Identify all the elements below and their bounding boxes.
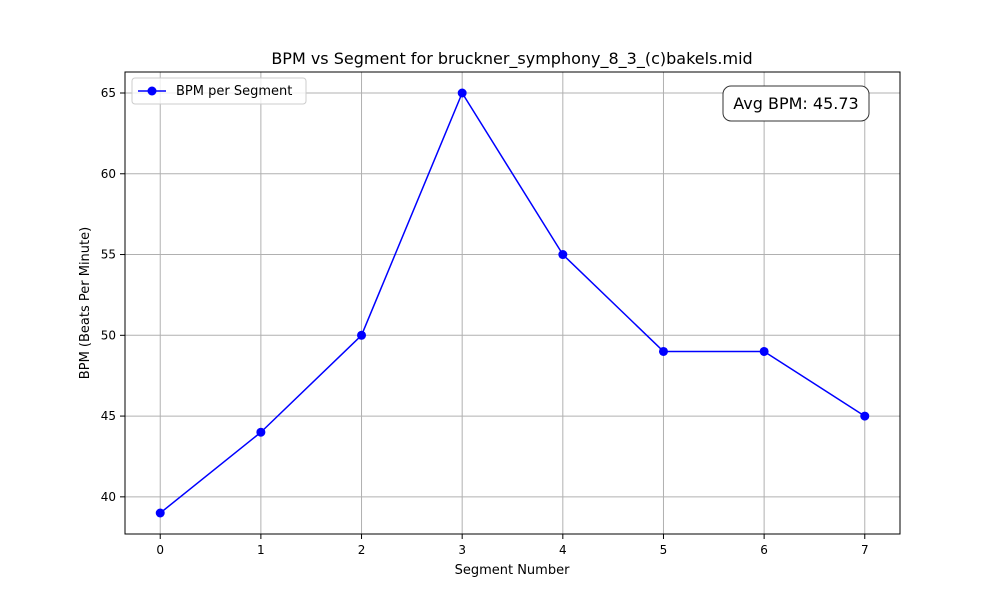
x-axis-label: Segment Number <box>455 563 571 578</box>
y-tick-label: 55 <box>101 248 116 262</box>
x-tick-label: 2 <box>358 543 366 557</box>
x-tick-label: 4 <box>559 543 567 557</box>
y-tick-label: 60 <box>101 167 116 181</box>
x-tick-label: 6 <box>760 543 768 557</box>
x-tick-label: 7 <box>861 543 869 557</box>
y-axis-label: BPM (Beats Per Minute) <box>78 227 93 379</box>
data-point <box>658 346 668 356</box>
x-tick-label: 1 <box>257 543 265 557</box>
x-tick-label: 0 <box>156 543 164 557</box>
data-point <box>860 411 870 421</box>
legend: BPM per Segment <box>131 77 307 105</box>
series-line <box>159 92 866 514</box>
data-point <box>457 88 467 98</box>
y-tick-label: 65 <box>101 86 116 100</box>
y-tick-label: 45 <box>101 409 116 423</box>
y-tick-label: 40 <box>101 490 116 504</box>
legend-label: BPM per Segment <box>176 84 292 99</box>
x-tick-label: 5 <box>660 543 668 557</box>
data-point <box>155 508 165 518</box>
data-point <box>357 330 367 340</box>
series-layer <box>155 88 870 518</box>
chart-title: BPM vs Segment for bruckner_symphony_8_3… <box>271 49 752 69</box>
data-point <box>558 250 568 260</box>
data-point <box>256 427 266 437</box>
annotation-text: Avg BPM: 45.73 <box>733 94 858 113</box>
avg-bpm-annotation: Avg BPM: 45.73 <box>722 85 870 122</box>
legend-frame <box>131 77 307 105</box>
grid-lines <box>125 72 900 534</box>
annotation-box <box>722 85 870 122</box>
y-tick-label: 50 <box>101 328 116 342</box>
plot-area-frame <box>124 71 901 535</box>
x-tick-label: 3 <box>458 543 466 557</box>
data-point <box>759 346 769 356</box>
legend-marker-swatch <box>147 86 157 96</box>
